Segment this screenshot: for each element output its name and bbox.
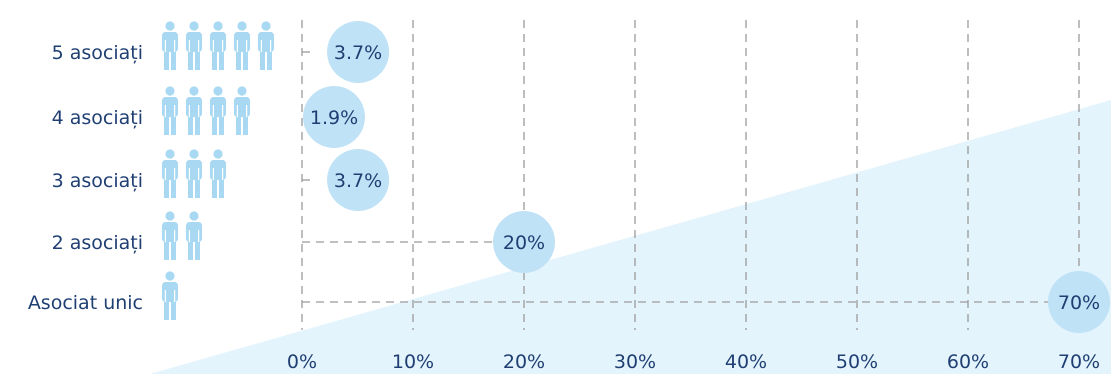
value-label: 1.9% [310, 107, 358, 129]
person-icon [210, 149, 226, 198]
x-tick-label: 60% [947, 351, 989, 373]
person-icon [186, 149, 202, 198]
person-icon [234, 86, 250, 135]
leader-lines [302, 51, 1048, 303]
value-bubble [327, 21, 390, 83]
person-icon [162, 211, 178, 260]
person-icon [258, 21, 274, 70]
person-icon [210, 21, 226, 70]
person-icon [186, 211, 202, 260]
person-icon [210, 86, 226, 135]
x-tick-label: 0% [287, 351, 317, 373]
category-label: Asociat unic [28, 292, 143, 314]
category-labels: 5 asociați 4 asociați 3 asociați 2 asociați… [28, 42, 143, 314]
value-label: 3.7% [334, 42, 382, 64]
value-bubble [1048, 271, 1110, 333]
category-label: 2 asociați [52, 232, 143, 254]
person-icons [162, 21, 274, 320]
person-icon [162, 86, 178, 135]
value-bubbles: 3.7% 1.9% 3.7% 20% 70% [303, 21, 1110, 333]
value-bubble [327, 149, 390, 211]
person-icon [162, 149, 178, 198]
x-tick-label: 70% [1058, 351, 1100, 373]
x-tick-label: 30% [614, 351, 656, 373]
person-icon [162, 271, 178, 320]
person-icon [186, 21, 202, 70]
person-icon [186, 86, 202, 135]
x-axis-ticks: 0% 10% 20% 30% 40% 50% 60% 70% [287, 351, 1100, 373]
x-tick-label: 10% [392, 351, 434, 373]
value-bubble [493, 211, 555, 273]
category-label: 4 asociați [52, 107, 143, 129]
person-icon [162, 21, 178, 70]
value-label: 20% [503, 232, 545, 254]
value-label: 70% [1058, 292, 1100, 314]
person-icon [234, 21, 250, 70]
background-wedge [150, 100, 1111, 374]
x-tick-label: 40% [725, 351, 767, 373]
value-label: 3.7% [334, 170, 382, 192]
category-label: 3 asociați [52, 170, 143, 192]
value-bubble [303, 86, 365, 148]
x-tick-label: 50% [836, 351, 878, 373]
x-tick-label: 20% [503, 351, 545, 373]
category-label: 5 asociați [52, 42, 143, 64]
